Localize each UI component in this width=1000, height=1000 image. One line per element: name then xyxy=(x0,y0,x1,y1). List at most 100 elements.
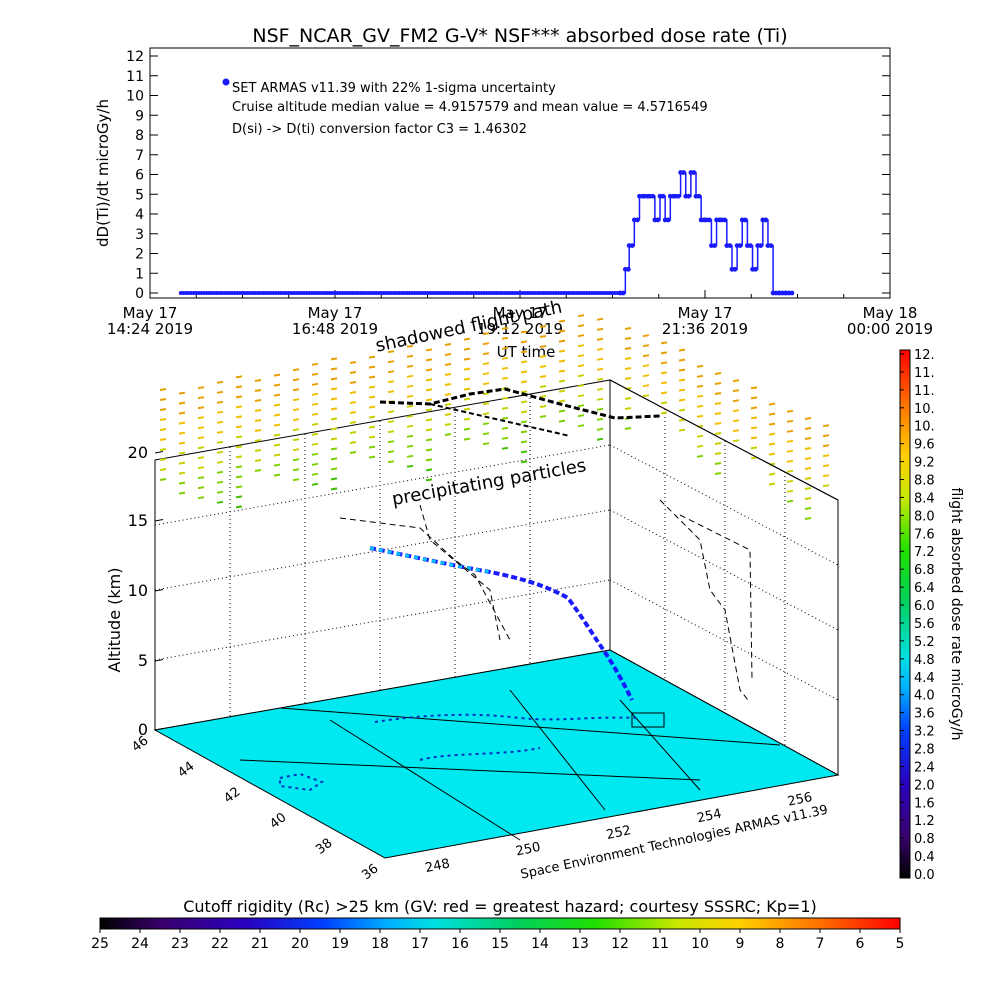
particle-dash xyxy=(520,380,528,384)
particle-dash xyxy=(159,458,167,461)
y-tick-label: 8 xyxy=(135,128,144,144)
particle-dash xyxy=(822,464,830,468)
particle-dash xyxy=(254,419,262,422)
particle-dash xyxy=(330,447,338,451)
rigidity-gradient xyxy=(99,917,901,930)
particle-dash xyxy=(786,479,794,483)
particle-dash xyxy=(624,327,632,330)
data-point xyxy=(747,243,753,249)
particle-dash xyxy=(501,446,509,450)
colorbar-tick-label: 3.6 xyxy=(914,707,935,722)
particle-dash xyxy=(330,427,338,431)
particle-dash xyxy=(768,422,776,426)
colorbar-tick-label: 9.6 xyxy=(914,438,935,453)
y-tick-label: 2 xyxy=(135,247,144,263)
particle-dash xyxy=(501,396,509,400)
particle-dash xyxy=(577,334,585,338)
particle-dash xyxy=(577,354,585,358)
particle-dash xyxy=(349,381,357,384)
particle-dash xyxy=(463,367,471,371)
x-tick-label-date: May 17 xyxy=(493,304,548,322)
particle-dash xyxy=(786,469,794,473)
particle-dash xyxy=(425,428,433,432)
colorbar-tick-label: 3.2 xyxy=(914,725,935,740)
colorbar-tick-label: 6.4 xyxy=(914,581,935,596)
particle-dash xyxy=(349,391,357,394)
legend-marker xyxy=(222,78,230,86)
particle-dash xyxy=(254,429,262,432)
particle-dash xyxy=(750,406,758,410)
particle-dash xyxy=(520,460,528,464)
particle-dash xyxy=(558,319,566,323)
particle-dash xyxy=(539,355,547,358)
particle-dash xyxy=(387,350,395,354)
particle-dash xyxy=(678,368,686,372)
colorbar-tick-label: 10. xyxy=(914,402,935,417)
particle-dash xyxy=(254,439,262,442)
particle-dash xyxy=(501,406,509,410)
particle-dash xyxy=(596,327,604,331)
rigidity-tick-label: 11 xyxy=(651,936,669,952)
particle-dash xyxy=(678,378,686,382)
particle-dash xyxy=(311,442,319,446)
data-point xyxy=(763,217,769,223)
particle-dash xyxy=(425,388,433,392)
particle-dash xyxy=(273,393,281,397)
particle-dash xyxy=(786,459,794,463)
particle-dash xyxy=(387,440,395,444)
particle-dash xyxy=(406,404,414,408)
colorbar-label: flight absorbed dose rate microGy/h xyxy=(948,488,964,741)
particle-dash xyxy=(714,412,722,415)
particle-dash xyxy=(678,358,686,362)
particle-dash xyxy=(330,487,338,491)
particle-dash xyxy=(311,392,319,396)
particle-dash xyxy=(425,368,433,372)
particle-dash xyxy=(558,379,566,383)
particle-dash xyxy=(577,384,585,388)
particle-dash xyxy=(368,405,376,409)
particle-dash xyxy=(273,433,281,437)
particle-dash xyxy=(768,452,776,456)
longitude-ticks: 248 250 252 254 256 xyxy=(424,790,814,876)
particle-dash xyxy=(642,344,650,348)
data-point xyxy=(625,266,631,272)
particle-dash xyxy=(387,390,395,394)
particle-dash xyxy=(596,407,604,411)
particle-dash xyxy=(501,336,509,340)
particle-dash xyxy=(444,353,452,356)
particle-dash xyxy=(678,398,686,402)
particle-dash xyxy=(368,425,376,429)
particle-dash xyxy=(178,411,186,415)
particle-dash xyxy=(273,373,281,377)
particle-dash xyxy=(768,472,776,476)
particle-dash xyxy=(330,357,338,361)
rigidity-tick-label: 24 xyxy=(131,936,149,952)
x-tick-label-time: 14:24 2019 xyxy=(107,320,193,338)
particle-dash xyxy=(501,326,509,330)
particle-dash xyxy=(235,475,243,479)
y-tick-label: 10 xyxy=(126,89,144,105)
rigidity-tick-label: 17 xyxy=(411,936,429,952)
particle-dash xyxy=(577,314,585,318)
particle-dash xyxy=(482,392,490,396)
particle-dash xyxy=(330,397,338,401)
particle-dash xyxy=(235,415,243,419)
particle-dash xyxy=(558,329,566,333)
particle-dash xyxy=(768,432,776,436)
particle-dash xyxy=(804,467,812,470)
particle-dash xyxy=(558,339,566,343)
particle-dash xyxy=(235,455,243,459)
particle-dash xyxy=(235,485,243,489)
particle-dash xyxy=(696,454,704,458)
particle-dash xyxy=(349,371,357,374)
particle-dash xyxy=(311,372,319,376)
particle-dash xyxy=(425,348,433,352)
data-point xyxy=(691,170,697,175)
particle-dash xyxy=(804,457,812,460)
colorbar-tick-label: 2.0 xyxy=(914,778,935,793)
particle-dash xyxy=(768,402,776,406)
data-point xyxy=(660,193,666,199)
longitude-tick-label: 250 xyxy=(514,840,541,860)
particle-dash xyxy=(254,399,262,402)
particle-dash xyxy=(387,430,395,434)
